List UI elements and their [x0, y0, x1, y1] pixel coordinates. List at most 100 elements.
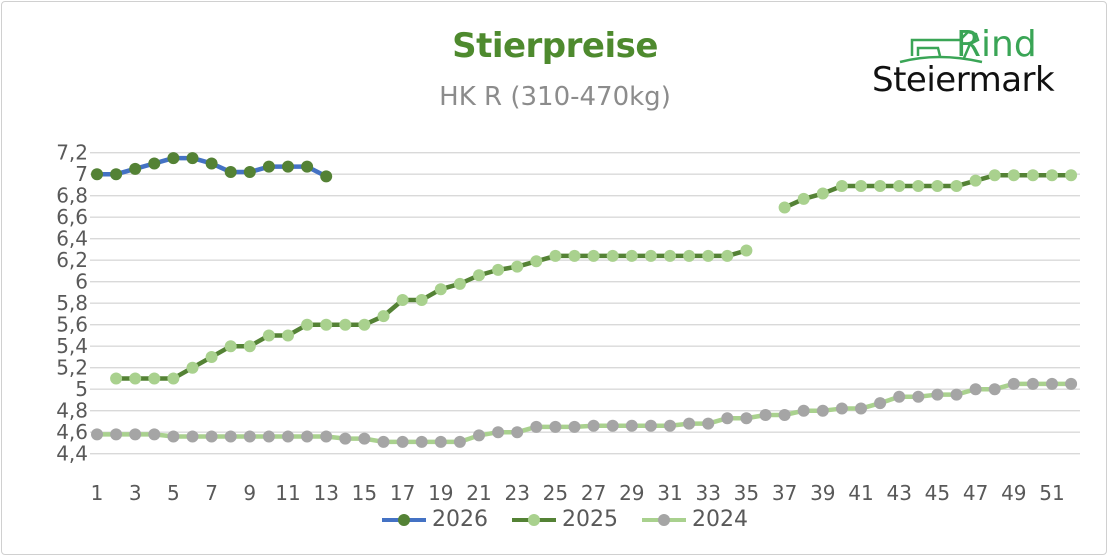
data-point-2025	[721, 249, 734, 262]
x-tick-label: 41	[848, 481, 873, 505]
x-tick-label: 11	[275, 481, 300, 505]
y-tick-label: 5	[75, 377, 88, 401]
legend-item-2025: 2025	[510, 507, 618, 532]
data-point-2026	[320, 170, 333, 183]
data-point-2024	[969, 383, 982, 396]
data-point-2025	[664, 249, 676, 262]
data-point-2024	[129, 428, 142, 441]
legend: 2026 2025 2024	[380, 507, 748, 532]
data-point-2024	[988, 383, 1001, 396]
data-point-2025	[549, 249, 562, 262]
data-point-2025	[644, 249, 657, 262]
data-point-2024	[1046, 377, 1058, 390]
data-point-2025	[282, 329, 294, 342]
data-point-2024	[320, 430, 333, 443]
data-point-2025	[1065, 169, 1078, 182]
x-tick-label: 45	[925, 481, 950, 505]
data-point-2024	[625, 419, 638, 432]
data-point-2024	[835, 402, 848, 415]
data-point-2024	[606, 419, 619, 432]
data-point-2025	[988, 169, 1001, 182]
data-point-2025	[797, 192, 810, 205]
data-point-2024	[893, 390, 906, 403]
x-tick-label: 5	[167, 481, 180, 505]
data-point-2024	[262, 430, 275, 443]
data-point-2025	[606, 249, 619, 262]
x-tick-label: 43	[886, 481, 911, 505]
x-tick-label: 51	[1039, 481, 1064, 505]
x-tick-label: 29	[619, 481, 644, 505]
x-tick-label: 39	[810, 481, 835, 505]
data-point-2024	[855, 402, 867, 415]
data-point-2024	[434, 435, 447, 448]
x-tick-label: 19	[428, 481, 453, 505]
data-point-2026	[243, 166, 256, 179]
data-point-2026	[205, 157, 218, 170]
data-point-2024	[473, 429, 485, 442]
data-point-2026	[186, 152, 199, 165]
x-tick-label: 35	[734, 481, 759, 505]
data-point-2024	[644, 419, 657, 432]
data-point-2024	[549, 420, 562, 433]
x-tick-label: 13	[313, 481, 338, 505]
data-point-2024	[453, 435, 466, 448]
y-tick-label: 4,6	[56, 420, 88, 444]
data-point-2025	[129, 372, 142, 385]
data-point-2024	[415, 435, 428, 448]
data-point-2025	[835, 180, 848, 193]
data-point-2024	[396, 435, 409, 448]
data-point-2024	[778, 409, 791, 421]
data-point-2025	[243, 340, 256, 353]
x-tick-label: 25	[543, 481, 568, 505]
series-line-2025	[783, 173, 1072, 210]
y-tick-label: 6,6	[56, 205, 88, 229]
y-tick-label: 4,4	[56, 442, 88, 466]
x-tick-label: 17	[390, 481, 415, 505]
y-tick-label: 5,8	[56, 291, 88, 315]
x-tick-label: 37	[772, 481, 797, 505]
data-point-2025	[912, 180, 925, 193]
data-point-2024	[339, 432, 352, 445]
data-point-2025	[625, 249, 638, 262]
data-point-2024	[186, 430, 199, 443]
data-point-2025	[396, 293, 409, 306]
data-point-2024	[205, 430, 218, 443]
data-point-2024	[721, 412, 734, 425]
y-tick-label: 7	[75, 162, 88, 186]
data-point-2025	[702, 249, 715, 262]
y-tick-label: 5,4	[56, 334, 88, 358]
y-tick-label: 7,2	[56, 141, 88, 165]
data-point-2025	[969, 174, 982, 187]
data-point-2025	[1046, 169, 1058, 182]
data-point-2025	[186, 361, 199, 374]
data-point-2025	[224, 340, 237, 353]
data-point-2025	[1026, 169, 1039, 182]
data-point-2024	[511, 426, 524, 439]
data-point-2026	[148, 157, 161, 170]
data-point-2025	[453, 277, 466, 290]
data-point-2025	[262, 329, 275, 342]
data-point-2025	[950, 180, 963, 193]
x-tick-label: 7	[205, 481, 218, 505]
data-point-2024	[530, 420, 543, 433]
data-point-2025	[530, 255, 543, 268]
data-point-2024	[1026, 377, 1039, 390]
data-point-2024	[664, 419, 676, 432]
rind-steiermark-logo: Rind Steiermark	[868, 24, 1058, 100]
data-point-2025	[339, 318, 352, 331]
data-point-2025	[434, 283, 447, 296]
x-tick-label: 9	[243, 481, 256, 505]
data-point-2025	[740, 244, 753, 257]
y-tick-label: 5,2	[56, 356, 88, 380]
data-point-2024	[912, 390, 925, 403]
data-point-2025	[568, 249, 581, 262]
data-point-2024	[301, 430, 314, 443]
x-tick-label: 3	[129, 481, 142, 505]
data-point-2025	[1007, 169, 1020, 182]
legend-item-2026: 2026	[380, 507, 488, 532]
data-point-2024	[148, 428, 161, 441]
data-point-2024	[740, 412, 753, 425]
x-tick-label: 23	[504, 481, 529, 505]
chart-subtitle: HK R (310-470kg)	[439, 82, 671, 112]
